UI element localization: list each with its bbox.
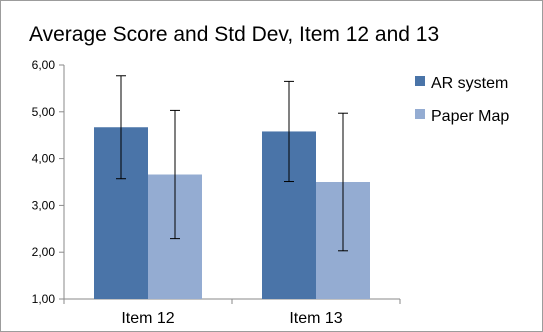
legend-swatch (415, 109, 425, 119)
y-tick-label: 4,00 (32, 152, 56, 166)
legend-swatch (415, 76, 425, 86)
legend-label: AR system (431, 75, 508, 92)
x-category-label: Item 13 (289, 310, 342, 327)
x-category-label: Item 12 (121, 310, 174, 327)
y-tick-label: 2,00 (32, 245, 56, 259)
y-tick-label: 6,00 (32, 58, 56, 72)
y-tick-label: 3,00 (32, 198, 56, 212)
chart-title: Average Score and Std Dev, Item 12 and 1… (29, 23, 440, 46)
y-tick-label: 5,00 (32, 105, 56, 119)
legend-label: Paper Map (431, 108, 509, 125)
y-tick-label: 1,00 (32, 292, 56, 306)
